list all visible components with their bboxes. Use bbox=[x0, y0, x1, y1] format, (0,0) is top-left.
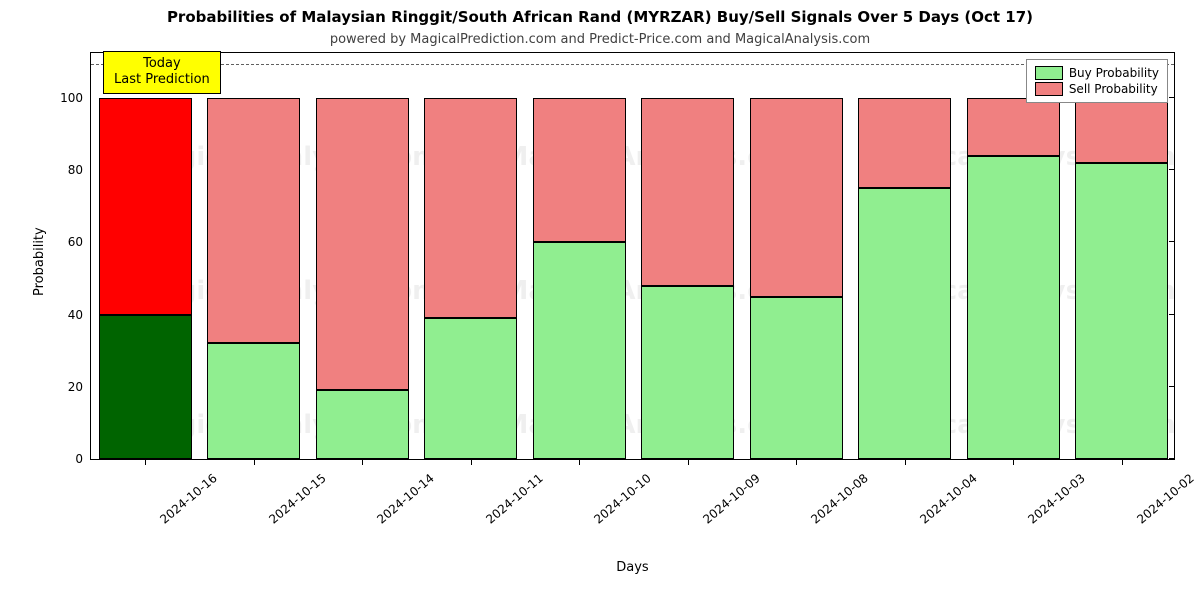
x-tick-mark bbox=[362, 459, 363, 465]
y-tick-mark bbox=[1169, 241, 1175, 242]
sell-bar bbox=[424, 98, 517, 318]
y-tick-mark bbox=[1169, 386, 1175, 387]
x-tick-mark bbox=[905, 459, 906, 465]
buy-bar bbox=[750, 297, 843, 459]
x-tick-mark bbox=[796, 459, 797, 465]
chart-subtitle: powered by MagicalPrediction.com and Pre… bbox=[0, 32, 1200, 47]
y-tick-label: 40 bbox=[68, 308, 91, 322]
sell-bar bbox=[858, 98, 951, 188]
x-axis-label: Days bbox=[90, 560, 1175, 575]
buy-bar bbox=[424, 318, 517, 459]
legend-swatch bbox=[1035, 82, 1063, 96]
x-tick-label: 2024-10-14 bbox=[375, 471, 437, 527]
y-tick-mark bbox=[1169, 458, 1175, 459]
x-tick-label: 2024-10-09 bbox=[700, 471, 762, 527]
x-tick-label: 2024-10-08 bbox=[809, 471, 871, 527]
x-tick-label: 2024-10-15 bbox=[266, 471, 328, 527]
x-tick-mark bbox=[254, 459, 255, 465]
plot-area: MagicalAnalysis.comMagicalAnalysis.comMa… bbox=[90, 52, 1175, 460]
x-tick-mark bbox=[1013, 459, 1014, 465]
y-tick-mark bbox=[1169, 314, 1175, 315]
y-tick-label: 100 bbox=[60, 91, 91, 105]
today-annotation-line1: Today bbox=[114, 56, 210, 72]
y-tick-label: 60 bbox=[68, 235, 91, 249]
legend-swatch bbox=[1035, 66, 1063, 80]
x-tick-label: 2024-10-03 bbox=[1026, 471, 1088, 527]
sell-bar bbox=[533, 98, 626, 242]
legend-item: Buy Probability bbox=[1035, 66, 1159, 80]
sell-bar bbox=[99, 98, 192, 315]
chart-title: Probabilities of Malaysian Ringgit/South… bbox=[0, 8, 1200, 26]
buy-bar bbox=[99, 315, 192, 459]
reference-dashed-line bbox=[91, 64, 1174, 65]
legend-label: Buy Probability bbox=[1069, 66, 1159, 80]
buy-bar bbox=[207, 343, 300, 459]
x-tick-mark bbox=[471, 459, 472, 465]
buy-bar bbox=[858, 188, 951, 459]
x-tick-label: 2024-10-11 bbox=[483, 471, 545, 527]
x-tick-mark bbox=[145, 459, 146, 465]
sell-bar bbox=[967, 98, 1060, 156]
sell-bar bbox=[641, 98, 734, 286]
x-tick-label: 2024-10-16 bbox=[158, 471, 220, 527]
buy-bar bbox=[1075, 163, 1168, 459]
today-annotation: TodayLast Prediction bbox=[103, 51, 221, 94]
legend-label: Sell Probability bbox=[1069, 82, 1158, 96]
legend-item: Sell Probability bbox=[1035, 82, 1159, 96]
y-tick-label: 0 bbox=[75, 452, 91, 466]
sell-bar bbox=[207, 98, 300, 344]
sell-bar bbox=[1075, 98, 1168, 163]
y-tick-label: 80 bbox=[68, 163, 91, 177]
today-annotation-line2: Last Prediction bbox=[114, 72, 210, 88]
buy-bar bbox=[533, 242, 626, 459]
legend: Buy Probability Sell Probability bbox=[1026, 59, 1168, 103]
x-tick-label: 2024-10-10 bbox=[592, 471, 654, 527]
x-tick-label: 2024-10-04 bbox=[917, 471, 979, 527]
x-tick-label: 2024-10-02 bbox=[1134, 471, 1196, 527]
x-tick-mark bbox=[579, 459, 580, 465]
y-axis-label: Probability bbox=[32, 227, 47, 296]
x-tick-mark bbox=[1122, 459, 1123, 465]
sell-bar bbox=[750, 98, 843, 297]
buy-bar bbox=[316, 390, 409, 459]
y-tick-mark bbox=[1169, 169, 1175, 170]
buy-bar bbox=[967, 156, 1060, 459]
y-tick-label: 20 bbox=[68, 380, 91, 394]
sell-bar bbox=[316, 98, 409, 390]
y-tick-mark bbox=[1169, 97, 1175, 98]
buy-bar bbox=[641, 286, 734, 459]
chart-figure: Probabilities of Malaysian Ringgit/South… bbox=[0, 0, 1200, 600]
x-tick-mark bbox=[688, 459, 689, 465]
